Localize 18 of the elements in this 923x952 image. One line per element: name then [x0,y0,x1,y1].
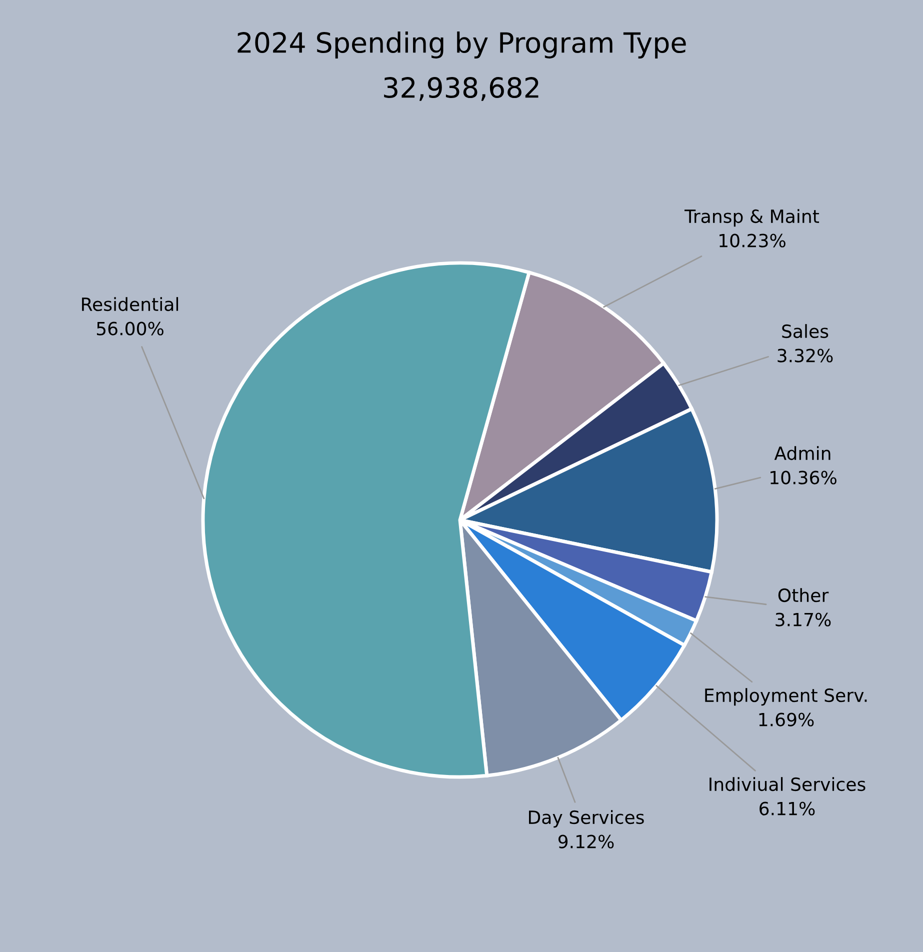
slice-label: Other [778,588,829,602]
slice-label: Indiviual Services [710,777,866,792]
data-label: 3.32% [778,348,833,362]
data-label: 10.23% [720,234,786,248]
slice-label: Sales [782,324,828,338]
chart-title: 2024 Spending by Program Type [238,32,686,58]
slice-label: Transp & Maint [684,209,820,227]
data-label: 56.00% [96,322,164,336]
data-label: 3.17% [776,612,831,626]
data-label: 9.12% [558,834,614,848]
data-label: 1.69% [759,712,814,726]
slice-label: Day Services [529,810,644,828]
slice-label: Admin [774,446,830,460]
slice-label: Residential [82,297,178,312]
data-label: 6.11% [760,802,815,816]
data-label: 10.36% [770,470,836,484]
chart-subtitle: 32,938,682 [384,77,538,101]
slice-label: Employment Serv. [705,688,867,706]
